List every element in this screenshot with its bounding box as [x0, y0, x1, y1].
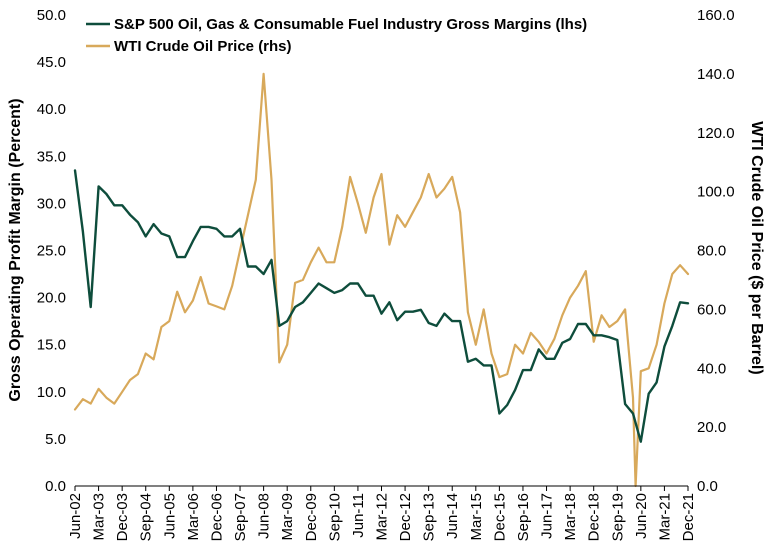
x-tick-label: Jun-20	[633, 493, 650, 539]
right-axis-title: WTI Crude Oil Price ($ per Barrel)	[748, 121, 765, 374]
x-tick-label: Jun-11	[350, 493, 367, 538]
legend-label-gross-margins: S&P 500 Oil, Gas & Consumable Fuel Indus…	[114, 16, 587, 33]
x-tick-label: Dec-03	[114, 493, 131, 541]
right-tick-label: 100.0	[697, 184, 735, 201]
left-tick-label: 50.0	[37, 7, 66, 24]
left-tick-label: 30.0	[37, 195, 66, 212]
x-tick-label: Dec-21	[680, 493, 697, 541]
x-tick-label: Dec-12	[397, 493, 414, 541]
x-tick-label: Dec-18	[586, 493, 603, 541]
left-axis-title: Gross Operating Profit Margin (Percent)	[7, 98, 24, 401]
right-tick-label: 0.0	[697, 478, 718, 495]
x-tick-label: Dec-06	[208, 493, 225, 541]
series-line-wti	[73, 72, 690, 488]
x-tick-label: Mar-06	[185, 493, 202, 541]
series-line-gross-margins	[73, 169, 690, 443]
right-tick-label: 20.0	[697, 419, 726, 436]
x-tick-label: Jun-17	[539, 493, 556, 539]
x-tick-label: Sep-07	[232, 493, 249, 541]
left-tick-label: 15.0	[37, 337, 66, 354]
x-tick-label: Mar-15	[468, 493, 485, 541]
x-tick-label: Sep-10	[326, 493, 343, 541]
left-tick-label: 5.0	[45, 431, 66, 448]
right-tick-label: 40.0	[697, 360, 726, 377]
left-axis-ticks: 0.0 5.0 10.0 15.0 20.0 25.0 30.0 35.0 40.0 45.0 50…	[37, 7, 66, 495]
right-tick-label: 60.0	[697, 301, 726, 318]
x-tick-label: Jun-05	[161, 493, 178, 539]
x-axis-ticks: Jun-02 Mar-03 Dec-03 Sep-04 Jun-05 Mar-06 Dec-…	[67, 486, 697, 541]
left-tick-label: 10.0	[37, 384, 66, 401]
x-tick-label: Mar-18	[562, 493, 579, 541]
x-tick-label: Mar-12	[374, 493, 391, 541]
right-tick-label: 140.0	[697, 66, 735, 83]
x-tick-label: Sep-16	[515, 493, 532, 541]
legend: S&P 500 Oil, Gas & Consumable Fuel Indus…	[86, 16, 587, 55]
left-tick-label: 35.0	[37, 148, 66, 165]
left-tick-label: 20.0	[37, 290, 66, 307]
series-layer	[73, 72, 690, 488]
left-tick-label: 40.0	[37, 101, 66, 118]
x-tick-label: Mar-21	[656, 493, 673, 541]
left-tick-label: 25.0	[37, 243, 66, 260]
x-tick-label: Sep-19	[609, 493, 626, 541]
x-tick-label: Mar-03	[91, 493, 108, 541]
left-tick-label: 0.0	[45, 478, 66, 495]
x-tick-label: Jun-08	[256, 493, 273, 539]
right-tick-label: 80.0	[697, 243, 726, 260]
right-tick-label: 160.0	[697, 7, 735, 24]
x-tick-label: Sep-13	[421, 493, 438, 541]
x-tick-label: Sep-04	[138, 493, 155, 541]
right-axis-ticks: 0.0 20.0 40.0 60.0 80.0 100.0 120.0 140.0 160.0	[697, 7, 735, 495]
left-tick-label: 45.0	[37, 54, 66, 71]
x-tick-label: Jun-02	[67, 493, 84, 539]
x-tick-label: Dec-15	[491, 493, 508, 541]
legend-label-wti: WTI Crude Oil Price (rhs)	[114, 38, 292, 55]
x-tick-label: Jun-14	[444, 493, 461, 539]
x-tick-label: Dec-09	[303, 493, 320, 541]
right-tick-label: 120.0	[697, 125, 735, 142]
x-tick-label: Mar-09	[279, 493, 296, 541]
